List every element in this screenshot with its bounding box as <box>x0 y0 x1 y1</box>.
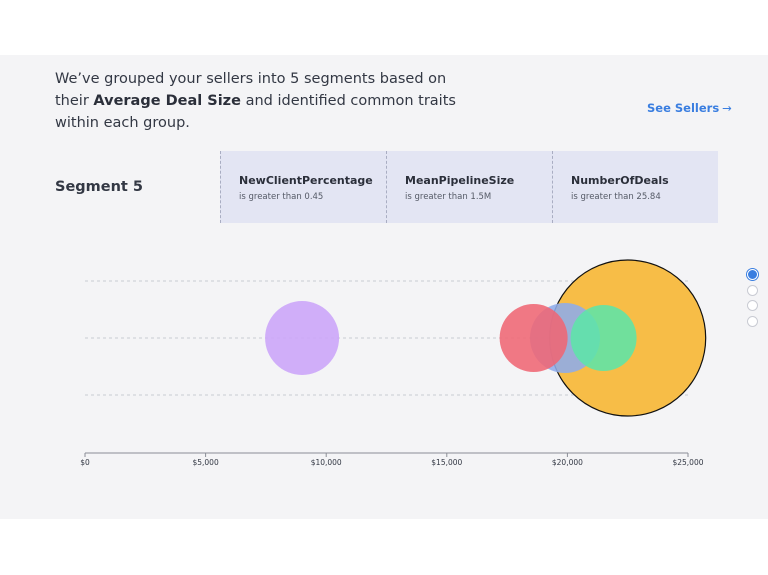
x-tick-label: $25,000 <box>672 458 703 467</box>
x-tick-label: $5,000 <box>192 458 218 467</box>
intro-text: We’ve grouped your sellers into 5 segmen… <box>55 68 475 134</box>
pagination-dot[interactable] <box>747 315 758 327</box>
see-sellers-link[interactable]: See Sellers → <box>647 101 732 115</box>
x-tick-label: $10,000 <box>311 458 342 467</box>
intro-text-end: and identified common traits within each… <box>55 93 456 131</box>
trait-name: NumberOfDeals <box>571 174 669 187</box>
bubble[interactable] <box>265 301 340 375</box>
trait-card: NewClientPercentage is greater than 0.45 <box>220 151 386 223</box>
segment-title: Segment 5 <box>55 179 143 195</box>
bubble[interactable] <box>499 304 568 372</box>
trait-card: MeanPipelineSize is greater than 1.5M <box>386 151 552 223</box>
intro-text-highlight: Average Deal Size <box>93 93 241 109</box>
trait-condition: is greater than 0.45 <box>239 192 324 202</box>
x-tick-label: $20,000 <box>552 458 583 467</box>
trait-card: NumberOfDeals is greater than 25.84 <box>552 151 718 223</box>
trait-name: MeanPipelineSize <box>405 174 515 187</box>
traits-bar: NewClientPercentage is greater than 0.45… <box>220 151 718 223</box>
x-axis-ticks: $0 $5,000 $10,000 $15,000 $20,000 $25,000 <box>80 453 704 467</box>
intro-text-start: We’ve grouped your sellers into 5 segmen… <box>55 71 447 109</box>
x-tick-label: $15,000 <box>431 458 462 467</box>
trait-condition: is greater than 1.5M <box>405 192 492 202</box>
trait-name: NewClientPercentage <box>239 174 373 187</box>
x-tick-label: $0 <box>80 458 90 467</box>
trait-condition: is greater than 25.84 <box>571 192 661 202</box>
see-sellers-label: See Sellers <box>647 101 720 115</box>
pagination-dot[interactable] <box>747 300 758 311</box>
arrow-right-icon: → <box>722 101 732 115</box>
bubble[interactable] <box>570 305 637 371</box>
pagination-dot[interactable] <box>747 284 758 296</box>
bubble-chart: $0 $5,000 $10,000 $15,000 $20,000 $25,000 <box>80 259 707 467</box>
pagination-dots <box>747 269 758 331</box>
bubbles-layer <box>265 259 707 417</box>
pagination-dot[interactable] <box>747 269 758 280</box>
